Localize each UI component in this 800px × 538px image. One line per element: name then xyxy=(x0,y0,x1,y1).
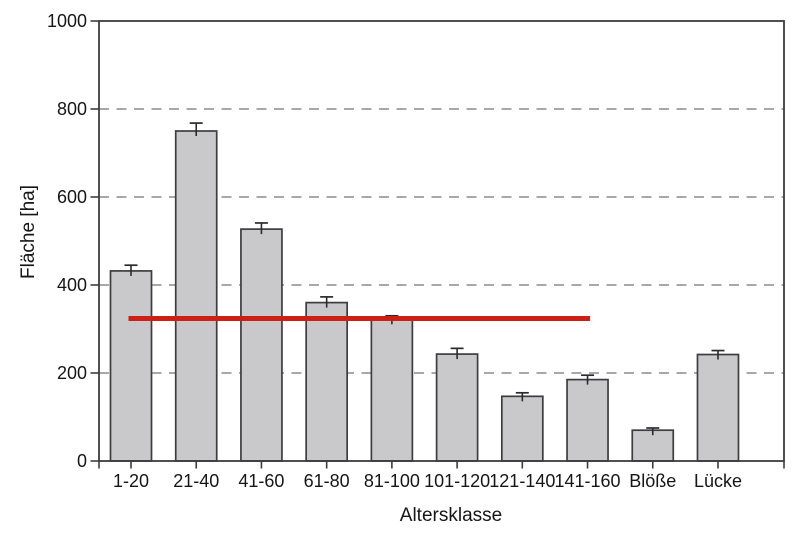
y-tick-label: 1000 xyxy=(47,11,87,31)
bar-41-60 xyxy=(240,228,283,462)
x-tick-label: 61-80 xyxy=(304,471,350,491)
bar-81-100 xyxy=(370,318,414,462)
y-tick-label: 400 xyxy=(57,275,87,295)
bar-61-80 xyxy=(305,301,349,462)
bar-121-140 xyxy=(500,395,544,462)
x-tick-label: 121-140 xyxy=(489,471,555,491)
x-tick-label: 101-120 xyxy=(424,471,490,491)
x-tick-label: 81-100 xyxy=(364,471,420,491)
y-tick-label: 200 xyxy=(57,363,87,383)
y-tick-label: 800 xyxy=(57,99,87,119)
plot-frame xyxy=(98,20,785,462)
y-tick-label: 600 xyxy=(57,187,87,207)
y-axis-title: Fläche [ha] xyxy=(18,185,39,279)
y-tick-label: 0 xyxy=(77,451,87,471)
bar-101-120 xyxy=(435,353,479,462)
x-tick-label: 1-20 xyxy=(113,471,149,491)
x-tick-label: 41-60 xyxy=(238,471,284,491)
bar-Lücke xyxy=(696,353,740,462)
bar-21-40 xyxy=(174,130,218,462)
x-tick-label: 141-160 xyxy=(555,471,621,491)
bar-1-20 xyxy=(109,270,153,462)
x-tick-label: Blöße xyxy=(629,471,676,491)
x-axis-title: Altersklasse xyxy=(400,505,502,526)
bar-141-160 xyxy=(566,378,609,462)
x-tick-label: 21-40 xyxy=(173,471,219,491)
x-tick-label: Lücke xyxy=(694,471,742,491)
